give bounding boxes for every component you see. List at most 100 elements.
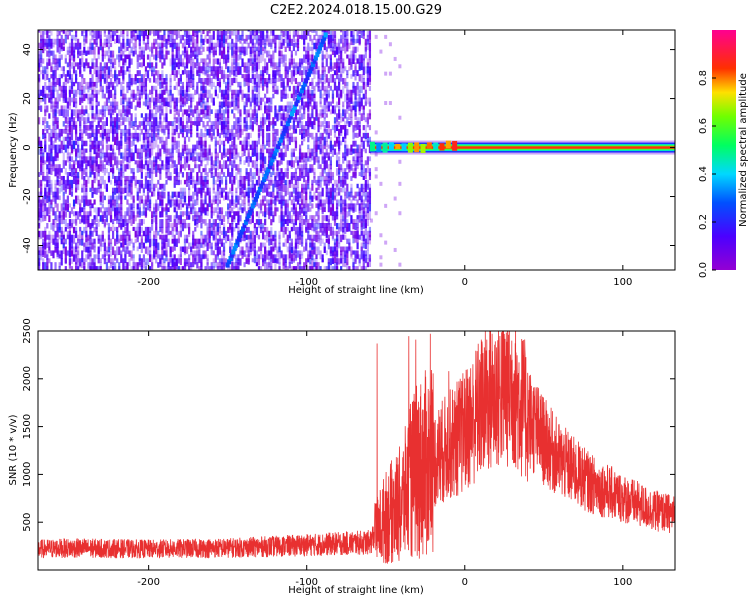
heat-cell <box>333 30 337 38</box>
heat-cell <box>153 132 156 141</box>
heat-cell <box>224 132 228 138</box>
heat-cell <box>155 156 158 163</box>
heat-cell <box>157 70 160 78</box>
heat-cell <box>190 101 193 108</box>
heat-cell <box>237 215 240 223</box>
heat-cell <box>132 140 135 146</box>
heat-cell <box>194 50 197 59</box>
heat-cell <box>315 219 318 224</box>
heat-cell <box>200 148 203 157</box>
heat-cell <box>120 144 123 149</box>
heat-cell <box>159 172 162 180</box>
heat-cell <box>257 42 261 52</box>
heat-cell <box>144 172 148 181</box>
heat-cell <box>161 160 164 167</box>
heat-cell <box>148 179 152 186</box>
heat-cell <box>284 199 287 208</box>
heat-cell <box>309 234 312 241</box>
heat-cell <box>188 125 191 131</box>
heat-cell <box>333 117 337 124</box>
heat-cell <box>270 266 273 270</box>
heat-cell <box>99 160 102 167</box>
heat-cell <box>216 262 219 268</box>
heat-cell <box>181 266 185 270</box>
heat-cell <box>38 148 41 155</box>
heat-cell <box>190 78 193 83</box>
heat-cell <box>185 50 189 59</box>
heat-cell <box>284 183 287 192</box>
heat-cell <box>38 172 41 177</box>
heat-cell <box>292 207 295 215</box>
heat-cell <box>126 222 129 232</box>
heat-cell <box>249 97 252 106</box>
heat-cell <box>224 121 228 128</box>
heat-cell <box>42 238 45 247</box>
heat-cell <box>111 62 115 69</box>
heat-cell <box>218 215 222 221</box>
heat-cell <box>128 81 131 90</box>
heat-cell <box>173 140 176 146</box>
heat-cell <box>95 89 98 99</box>
heat-cell <box>165 136 168 145</box>
heat-cell <box>259 266 263 270</box>
heat-cell <box>239 168 242 173</box>
heat-cell <box>329 34 332 43</box>
heat-cell <box>315 58 318 67</box>
heat-cell <box>270 121 273 126</box>
heat-cell <box>313 258 316 267</box>
heat-cell <box>231 89 234 96</box>
heat-cell <box>231 70 234 75</box>
heat-cell <box>274 238 277 248</box>
heat-cell <box>208 242 211 249</box>
heat-cell <box>72 101 76 108</box>
heat-cell <box>319 101 322 108</box>
heat-cell <box>243 179 246 188</box>
heat-cell <box>218 199 222 204</box>
heat-cell <box>325 128 328 135</box>
heat-cell <box>93 242 96 248</box>
heat-cell <box>192 50 195 57</box>
heat-cell <box>284 207 287 215</box>
heat-cell <box>103 50 106 57</box>
heat-cell <box>266 97 269 104</box>
heat-cell <box>107 46 111 54</box>
heat-cell <box>321 199 324 206</box>
heat-cell <box>286 187 289 195</box>
heat-cell <box>274 70 277 79</box>
heat-cell <box>231 128 234 136</box>
heat-cell <box>79 199 82 208</box>
heat-cell <box>136 89 139 97</box>
heat-cell <box>44 250 47 258</box>
heat-cell <box>247 195 250 203</box>
heat-cell <box>249 242 252 249</box>
heat-cell <box>93 93 96 98</box>
heat-cell <box>243 101 246 111</box>
heat-cell <box>171 93 174 102</box>
heat-cell <box>134 179 137 187</box>
heat-cell <box>124 179 127 185</box>
heat-cell <box>66 50 69 55</box>
heat-cell <box>216 34 219 41</box>
heat-cell <box>253 160 256 170</box>
heat-cell <box>298 226 302 236</box>
heat-cell <box>321 203 324 213</box>
heat-cell <box>64 219 67 227</box>
heat-cell <box>239 207 242 213</box>
heat-cell <box>91 97 94 105</box>
heat-cell <box>116 105 119 110</box>
heat-cell <box>132 89 135 97</box>
heat-cell <box>198 46 201 56</box>
heat-cell <box>95 222 98 230</box>
heat-cell <box>46 58 49 66</box>
heat-cell <box>192 175 195 182</box>
heat-cell <box>198 207 201 213</box>
heat-cell <box>204 148 207 158</box>
heat-cell <box>146 113 150 119</box>
heat-cell <box>177 70 180 75</box>
heat-cell <box>140 74 143 82</box>
heat-cell <box>107 54 111 61</box>
heat-cell <box>227 203 230 210</box>
heat-cell <box>175 42 178 51</box>
heat-cell <box>282 136 285 146</box>
heat-cell <box>163 234 166 244</box>
